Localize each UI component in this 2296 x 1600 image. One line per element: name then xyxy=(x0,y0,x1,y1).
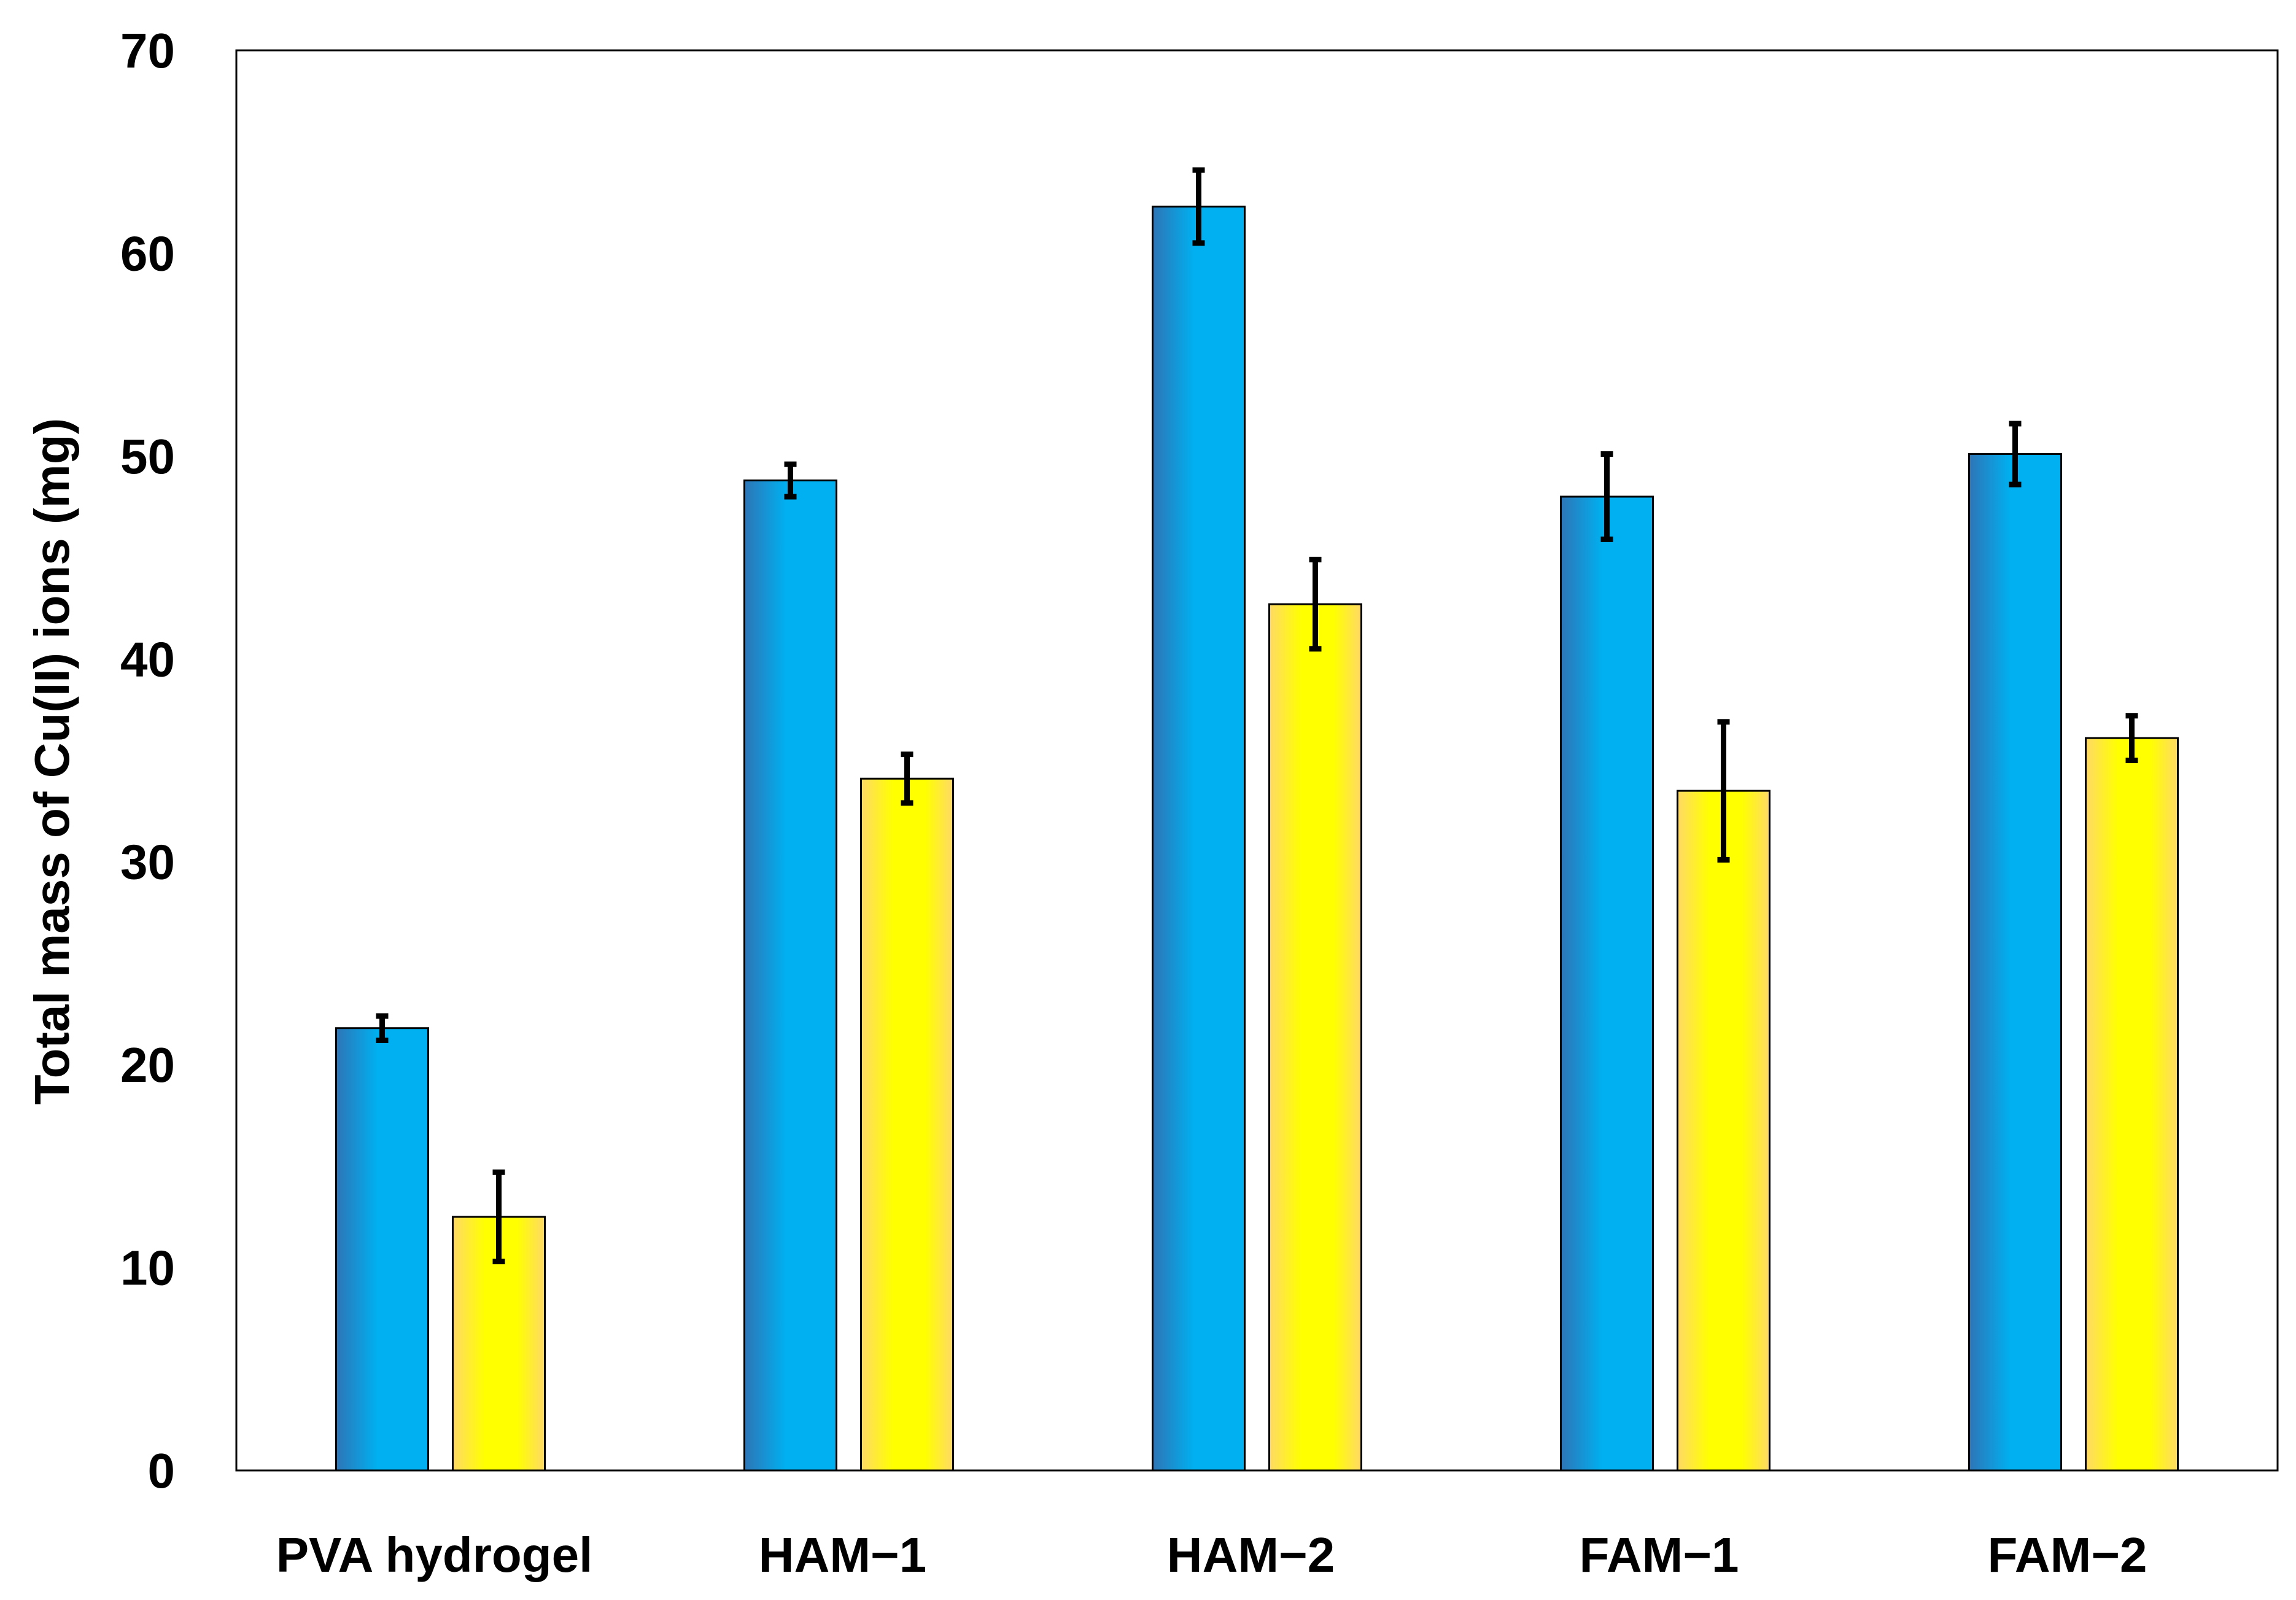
bar-series-blue-4 xyxy=(1969,454,2061,1470)
y-tick-label: 50 xyxy=(120,429,175,484)
bar-series-yellow-4 xyxy=(2086,738,2178,1470)
bar-series-blue-1 xyxy=(745,481,837,1470)
y-tick-label: 10 xyxy=(120,1241,175,1295)
x-tick-label: PVA hydrogel xyxy=(276,1528,593,1582)
chart-container: 0 10 20 30 40 50 60 70 PVA hydrogel HAM−1 HAM−2 FA… xyxy=(0,0,2296,1597)
y-axis-ticks: 0 10 20 30 40 50 60 70 xyxy=(120,23,175,1498)
bar-series-yellow-1 xyxy=(861,779,953,1470)
bar-chart: 0 10 20 30 40 50 60 70 PVA hydrogel HAM−1 HAM−2 FA… xyxy=(0,0,2296,1597)
y-tick-label: 70 xyxy=(120,23,175,78)
x-tick-label: FAM−1 xyxy=(1579,1528,1739,1582)
bar-series-blue-3 xyxy=(1561,497,1653,1470)
x-tick-label: FAM−2 xyxy=(1987,1528,2147,1582)
y-tick-label: 30 xyxy=(120,835,175,890)
bar-series-yellow-2 xyxy=(1270,604,1362,1470)
x-axis-ticks: PVA hydrogel HAM−1 HAM−2 FAM−1 FAM−2 xyxy=(276,1528,2147,1582)
bar-series-blue-2 xyxy=(1153,206,1245,1470)
y-tick-label: 20 xyxy=(120,1038,175,1092)
y-tick-label: 0 xyxy=(148,1443,176,1498)
bar-series-blue-0 xyxy=(336,1028,429,1470)
x-tick-label: HAM−1 xyxy=(759,1528,926,1582)
bar-series-yellow-3 xyxy=(1678,791,1770,1470)
y-tick-label: 40 xyxy=(120,632,175,686)
x-tick-label: HAM−2 xyxy=(1167,1528,1335,1582)
y-tick-label: 60 xyxy=(120,226,175,281)
y-axis-label: Total mass of Cu(II) ions (mg) xyxy=(25,418,79,1105)
